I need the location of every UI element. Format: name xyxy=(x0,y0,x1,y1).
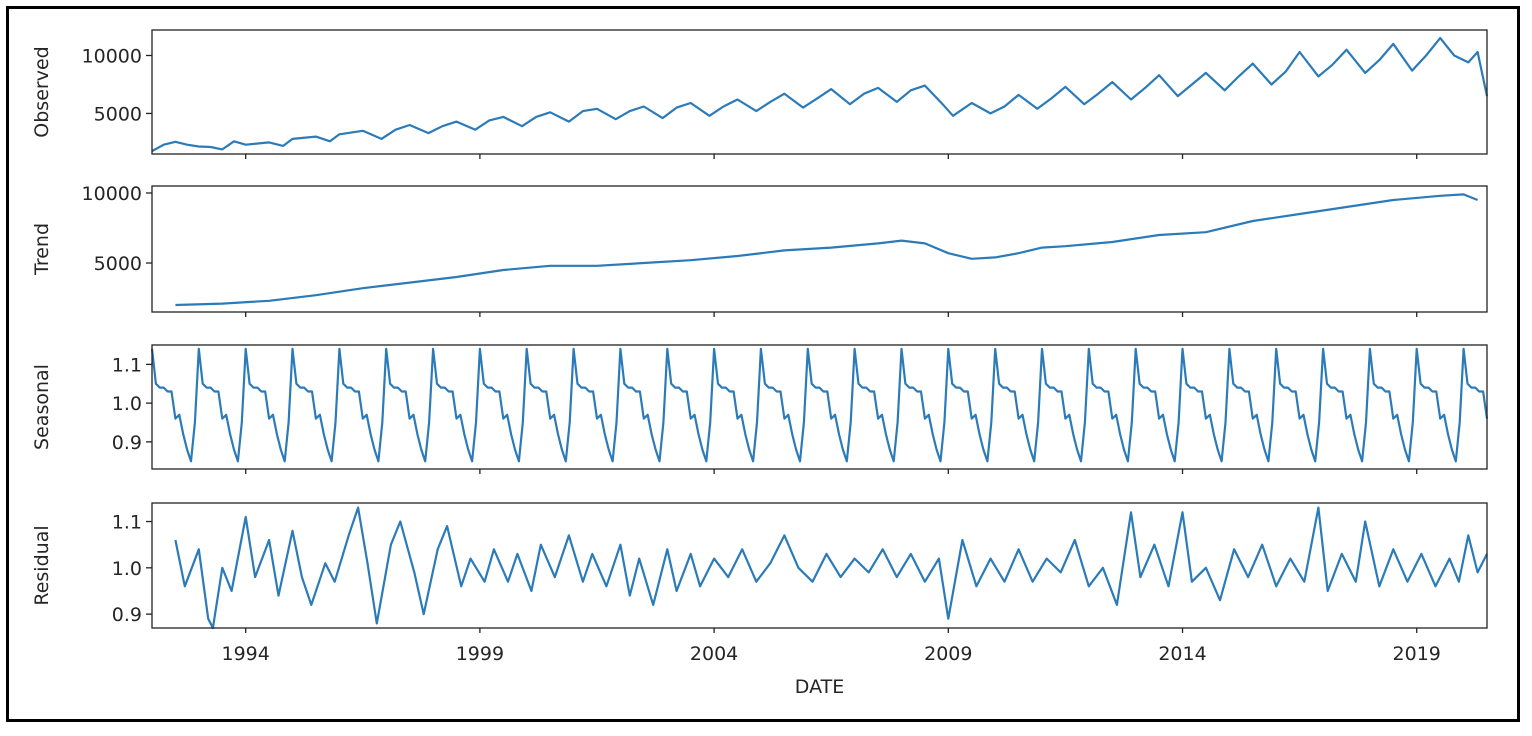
residual-ytick-label: 1.0 xyxy=(112,558,142,580)
trend-axes-frame xyxy=(151,185,1488,313)
trend-series-line xyxy=(175,193,1479,307)
trend-ytick-label: 10000 xyxy=(82,183,142,205)
trend-ylabel: Trend xyxy=(31,223,53,276)
seasonal-ylabel: Seasonal xyxy=(31,364,53,450)
xtick-label: 1994 xyxy=(222,643,270,665)
observed-series-line xyxy=(151,37,1489,153)
residual-ylabel: Residual xyxy=(31,525,53,605)
observed-ylabel: Observed xyxy=(31,46,53,137)
observed-axes-frame xyxy=(151,29,1488,155)
residual-ytick-label: 0.9 xyxy=(112,604,142,626)
xtick-label: 1999 xyxy=(456,643,504,665)
xtick-label: 2004 xyxy=(690,643,738,665)
observed-ytick-label: 10000 xyxy=(82,45,142,67)
seasonal-series-line xyxy=(150,347,1489,463)
xtick-label: 2014 xyxy=(1158,643,1206,665)
xtick-label: 2009 xyxy=(924,643,972,665)
seasonal-ytick-label: 1.1 xyxy=(112,354,142,376)
residual-series-line xyxy=(174,506,1488,630)
trend-ytick-label: 5000 xyxy=(94,253,142,275)
seasonal-axes-frame xyxy=(151,344,1488,470)
observed-ytick-label: 5000 xyxy=(94,103,142,125)
residual-axes-frame xyxy=(151,502,1488,629)
seasonal-ytick-label: 0.9 xyxy=(112,432,142,454)
seasonal-ytick-label: 1.0 xyxy=(112,393,142,415)
x-axis-label: DATE xyxy=(795,676,844,698)
xtick-label: 2019 xyxy=(1393,643,1441,665)
residual-ytick-label: 1.1 xyxy=(112,512,142,534)
